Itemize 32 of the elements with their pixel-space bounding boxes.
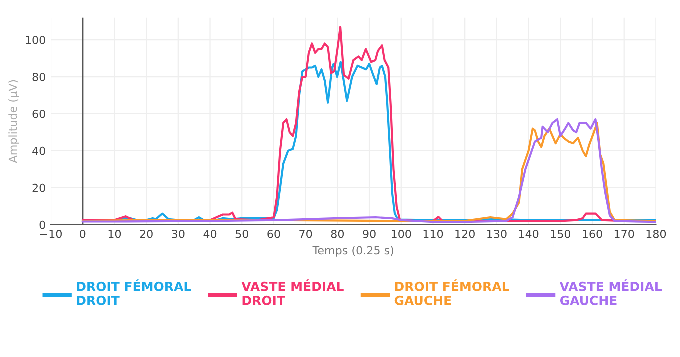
x-tick-label: −10 bbox=[40, 230, 62, 238]
x-tick-label: 120 bbox=[456, 230, 475, 238]
x-tick-label: 160 bbox=[583, 230, 602, 238]
x-axis-title: Temps (0.25 s) bbox=[312, 246, 394, 257]
x-tick-label: 80 bbox=[331, 230, 344, 238]
x-tick-label: 110 bbox=[424, 230, 444, 238]
x-tick-label: 20 bbox=[140, 230, 153, 238]
x-tick-label: 90 bbox=[363, 230, 376, 238]
x-tick-label: 40 bbox=[204, 230, 217, 238]
x-tick-label: 180 bbox=[646, 230, 666, 238]
legend-label: VASTE MÉDIAL GAUCHE bbox=[560, 280, 662, 306]
y-tick-label: 100 bbox=[26, 36, 46, 44]
x-tick-label: 0 bbox=[80, 230, 86, 238]
y-tick-label: 80 bbox=[32, 72, 46, 82]
legend-label: VASTE MÉDIAL DROIT bbox=[242, 280, 344, 306]
x-tick-label: 150 bbox=[551, 230, 571, 238]
y-tick-label: 60 bbox=[32, 110, 46, 118]
x-tick-label: 100 bbox=[392, 230, 412, 238]
y-axis-title: Amplitude (µV) bbox=[8, 80, 20, 164]
x-tick-label: 140 bbox=[519, 230, 539, 238]
x-tick-label: 130 bbox=[488, 230, 507, 238]
y-tick-label: 0 bbox=[40, 220, 46, 230]
legend-label: DROIT FÉMORAL GAUCHE bbox=[394, 280, 510, 306]
y-tick-label: 40 bbox=[32, 146, 46, 156]
x-tick-label: 50 bbox=[236, 230, 248, 238]
x-tick-label: 60 bbox=[268, 230, 280, 238]
y-tick-label: 20 bbox=[32, 184, 46, 192]
legend-label: DROIT FÉMORAL DROIT bbox=[77, 280, 192, 306]
x-tick-label: 30 bbox=[172, 230, 185, 238]
x-tick-label: 170 bbox=[614, 230, 634, 238]
x-tick-label: 10 bbox=[108, 230, 122, 238]
x-tick-label: 70 bbox=[300, 230, 312, 238]
